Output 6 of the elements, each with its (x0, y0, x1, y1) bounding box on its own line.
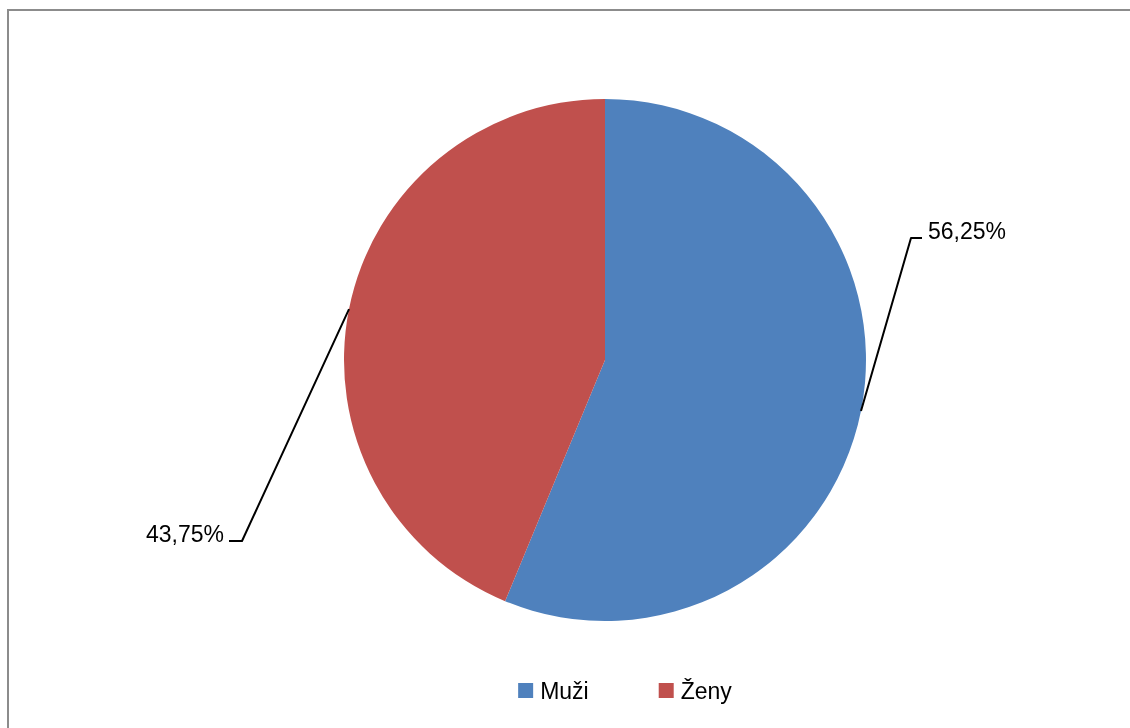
data-label: 43,75% (145, 521, 224, 547)
legend-label: Muži (540, 677, 589, 704)
pie-slice (344, 99, 605, 602)
legend-label: Ženy (680, 677, 733, 704)
pie-slice (505, 99, 866, 621)
data-label: 56,25% (928, 218, 1007, 244)
